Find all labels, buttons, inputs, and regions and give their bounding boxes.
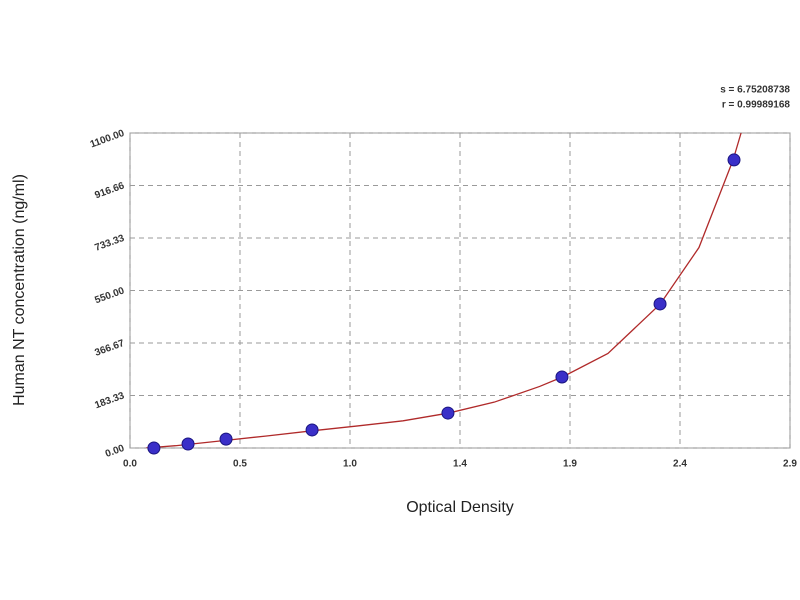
y-tick-label: 733.33 [93,233,126,254]
x-tick-label: 1.4 [453,459,467,470]
x-tick-label: 2.4 [673,459,687,470]
x-tick-label: 1.9 [563,459,577,470]
y-tick-label: 366.67 [93,338,126,359]
annotation: s = 6.75208738 [720,85,790,96]
x-tick-label: 0.5 [233,459,247,470]
y-tick-label: 183.33 [93,390,126,411]
data-point [727,153,741,167]
x-axis-title: Optical Density [406,499,514,516]
data-point [147,441,161,455]
data-point [305,423,319,437]
y-tick-label: 916.66 [93,180,126,201]
x-tick-label: 0.0 [123,459,137,470]
y-tick-label: 1100.00 [89,128,127,151]
data-point [441,406,455,420]
annotation: r = 0.99989168 [722,100,791,111]
y-tick-label: 0.00 [104,443,126,460]
fit-curve [145,133,742,448]
data-point [555,370,569,384]
data-point [181,437,195,451]
data-point [653,297,667,311]
x-tick-label: 2.9 [783,459,797,470]
y-tick-label: 550.00 [93,285,126,306]
data-point [219,432,233,446]
x-tick-label: 1.0 [343,459,357,470]
y-axis-title: Human NT concentration (ng/ml) [11,174,28,406]
